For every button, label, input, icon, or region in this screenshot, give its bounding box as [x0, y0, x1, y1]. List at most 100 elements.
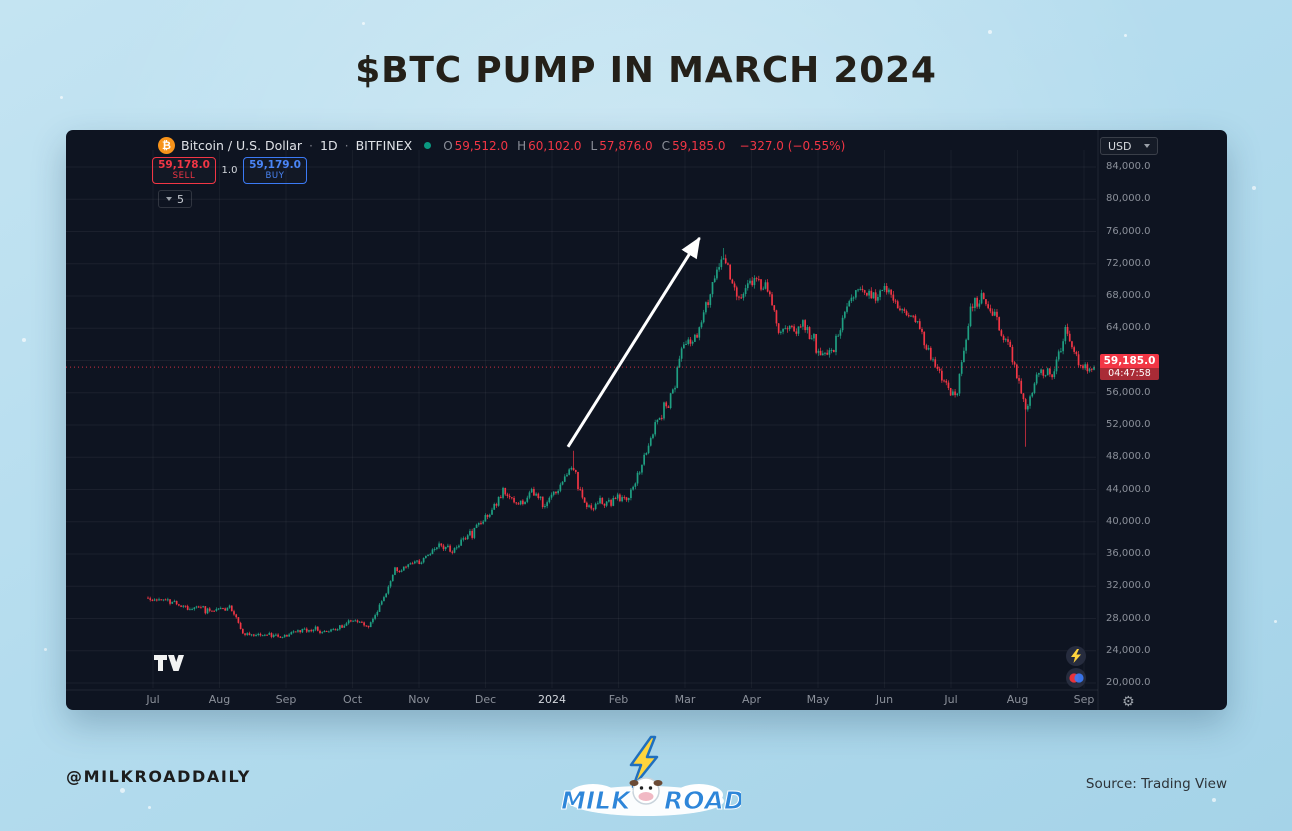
decor-dot [1124, 34, 1127, 37]
low-label: L [590, 138, 598, 153]
card-button[interactable] [1066, 668, 1086, 688]
last-price-value: 59,185.0 [1100, 354, 1159, 369]
time-tick-label: Jun [875, 693, 894, 706]
decor-dot [1274, 620, 1277, 623]
price-tick-label: 44,000.0 [1106, 483, 1151, 495]
price-tick-label: 56,000.0 [1106, 386, 1151, 398]
logo-cloud [569, 784, 617, 806]
currency-value: USD [1108, 139, 1132, 153]
time-tick-label: Sep [275, 693, 297, 706]
logo-word-road: ROAD [664, 786, 741, 815]
watermark-handle: @MILKROADDAILY [66, 767, 251, 786]
pump-arrow [566, 236, 701, 448]
price-tick-label: 20,000.0 [1106, 677, 1151, 688]
price-tick-label: 36,000.0 [1106, 548, 1151, 559]
price-tick-label: 72,000.0 [1106, 257, 1151, 269]
tradingview-logo[interactable] [154, 653, 184, 673]
market-open-icon [424, 142, 432, 149]
decor-dot [988, 30, 992, 34]
decor-dot [44, 648, 47, 651]
bar-countdown: 04:47:58 [1100, 368, 1159, 381]
buy-price: 59,179.0 [249, 159, 301, 172]
price-tick-label: 52,000.0 [1106, 419, 1151, 430]
chart-header: ₿ Bitcoin / U.S. Dollar · 1D · BITFINEX … [158, 137, 845, 154]
decor-dot [148, 806, 151, 809]
lightning-icon [1071, 649, 1081, 663]
btc-icon: ₿ [158, 137, 175, 154]
source-credit: Source: Trading View [1085, 776, 1227, 792]
time-axis[interactable]: Jul Aug Sep Oct Nov Dec 2024 Feb Mar Apr May Jun Jul… [66, 130, 1227, 710]
symbol-name[interactable]: Bitcoin / U.S. Dollar [181, 138, 303, 153]
separator: · [344, 138, 349, 153]
time-tick-label: Dec [474, 693, 497, 706]
logo-cow-eye [648, 786, 653, 790]
decor-dot [362, 22, 365, 25]
time-tick-label: Aug [1006, 693, 1029, 706]
chart-canvas[interactable] [66, 130, 1227, 710]
bars-dropdown-value: 5 [177, 192, 184, 206]
candles-down [147, 254, 1093, 639]
time-tick-label: Nov [408, 693, 430, 706]
decor-dot [60, 96, 63, 99]
trade-widget: 59,178.0 SELL 1.0 59,179.0 BUY [152, 157, 307, 184]
spread-value: 1.0 [221, 165, 238, 176]
candles-up [153, 248, 1095, 639]
logo-cow-ear [653, 780, 663, 786]
price-tick-label: 24,000.0 [1106, 644, 1151, 656]
time-tick-label: Apr [741, 693, 762, 706]
price-tick-label: 40,000.0 [1106, 515, 1151, 527]
time-tick-label: 2024 [538, 693, 566, 706]
page-title: $BTC PUMP IN MARCH 2024 [355, 50, 937, 91]
high-value: 60,102.0 [528, 138, 582, 153]
price-tick-label: 80,000.0 [1106, 193, 1151, 205]
last-price-badge: 59,185.0 04:47:58 [1100, 354, 1159, 381]
time-tick-label: May [806, 693, 830, 706]
interval-label[interactable]: 1D [320, 138, 338, 153]
price-tick-label: 84,000.0 [1106, 161, 1151, 172]
high-label: H [517, 138, 527, 153]
sell-price: 59,178.0 [158, 159, 210, 172]
logo-cow-muzzle [638, 792, 654, 801]
price-tick-label: 48,000.0 [1106, 451, 1151, 463]
exchange-label[interactable]: BITFINEX [355, 138, 413, 153]
close-label: C [661, 138, 671, 153]
price-tick-label: 68,000.0 [1106, 290, 1151, 301]
sell-label: SELL [172, 170, 196, 181]
decor-dot [1252, 186, 1256, 190]
change-value: −327.0 (−0.55%) [739, 138, 846, 153]
logo-word-milk: MILK [561, 786, 632, 815]
logo-lightning-icon [629, 735, 659, 789]
time-tick-label: Oct [342, 693, 363, 706]
chevron-down-icon [166, 197, 172, 201]
price-tick-label: 32,000.0 [1106, 580, 1151, 592]
bars-dropdown[interactable]: 5 [158, 190, 192, 208]
logo-cow-ear [629, 780, 639, 786]
price-tick-label: 28,000.0 [1106, 612, 1151, 624]
settings-gear-icon[interactable]: ⚙ [1122, 694, 1135, 710]
currency-dropdown[interactable]: USD [1100, 137, 1158, 155]
buy-label: BUY [265, 170, 285, 181]
chevron-down-icon [1144, 144, 1150, 148]
separator: · [309, 138, 314, 153]
ohlc-readout: O 59,512.0 H 60,102.0 L 57,876.0 C 59,18… [443, 139, 725, 153]
price-tick-label: 64,000.0 [1106, 322, 1151, 334]
decor-dot [120, 788, 125, 793]
open-label: O [443, 138, 453, 153]
sell-button[interactable]: 59,178.0 SELL [152, 157, 216, 184]
close-value: 59,185.0 [672, 138, 726, 153]
card-circles-icon [1068, 673, 1084, 683]
logo-cloud [675, 784, 723, 806]
decor-dot [1212, 798, 1216, 802]
lightning-button[interactable] [1066, 646, 1086, 666]
time-tick-label: Feb [608, 693, 629, 706]
low-value: 57,876.0 [599, 138, 653, 153]
price-tick-label: 76,000.0 [1106, 225, 1151, 237]
milk-road-logo: MILK ROAD [561, 735, 741, 816]
logo-cow-eye [639, 786, 644, 790]
time-tick-label: Sep [1073, 693, 1095, 706]
open-value: 59,512.0 [454, 138, 509, 153]
time-tick-label: Aug [208, 693, 231, 706]
chart-card: ₿ Bitcoin / U.S. Dollar · 1D · BITFINEX … [66, 130, 1227, 710]
buy-button[interactable]: 59,179.0 BUY [243, 157, 307, 184]
